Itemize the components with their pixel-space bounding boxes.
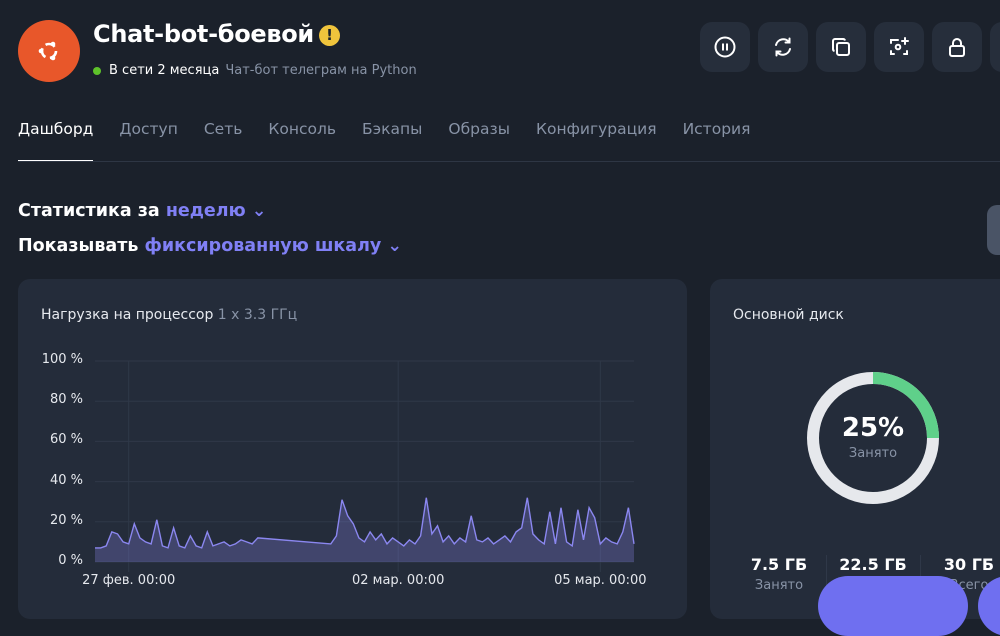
y-tick-label: 0 % — [33, 553, 83, 568]
refresh-icon — [771, 35, 795, 59]
snapshot-button[interactable] — [874, 22, 924, 72]
disk-free-value: 22.5 ГБ — [828, 555, 918, 574]
x-tick-label: 05 мар. 00:00 — [554, 573, 646, 588]
side-panel-button[interactable] — [987, 205, 1000, 255]
clone-button[interactable] — [816, 22, 866, 72]
y-tick-label: 20 % — [33, 513, 83, 528]
disk-free-stat: 22.5 ГБ — [828, 555, 918, 574]
lock-icon — [945, 35, 969, 59]
disk-used-label: Занято — [734, 578, 824, 593]
lock-button[interactable] — [932, 22, 982, 72]
disk-card-title: Основной диск — [733, 307, 844, 323]
cpu-chart — [0, 0, 700, 602]
snapshot-add-icon — [887, 35, 911, 59]
disk-percent-label: Занято — [823, 446, 923, 461]
disk-used-stat: 7.5 ГБ Занято — [734, 555, 824, 593]
y-tick-label: 40 % — [33, 473, 83, 488]
restart-button[interactable] — [758, 22, 808, 72]
disk-percent: 25% — [823, 413, 923, 443]
y-tick-label: 80 % — [33, 392, 83, 407]
disk-used-value: 7.5 ГБ — [734, 555, 824, 574]
pause-icon — [713, 35, 737, 59]
pause-button[interactable] — [700, 22, 750, 72]
more-button[interactable] — [990, 22, 1000, 72]
floating-assistant-button[interactable] — [818, 576, 968, 636]
copy-icon — [829, 35, 853, 59]
disk-total-value: 30 ГБ — [924, 555, 1000, 574]
y-tick-label: 60 % — [33, 432, 83, 447]
y-tick-label: 100 % — [33, 352, 83, 367]
x-tick-label: 02 мар. 00:00 — [352, 573, 444, 588]
x-tick-label: 27 фев. 00:00 — [82, 573, 175, 588]
